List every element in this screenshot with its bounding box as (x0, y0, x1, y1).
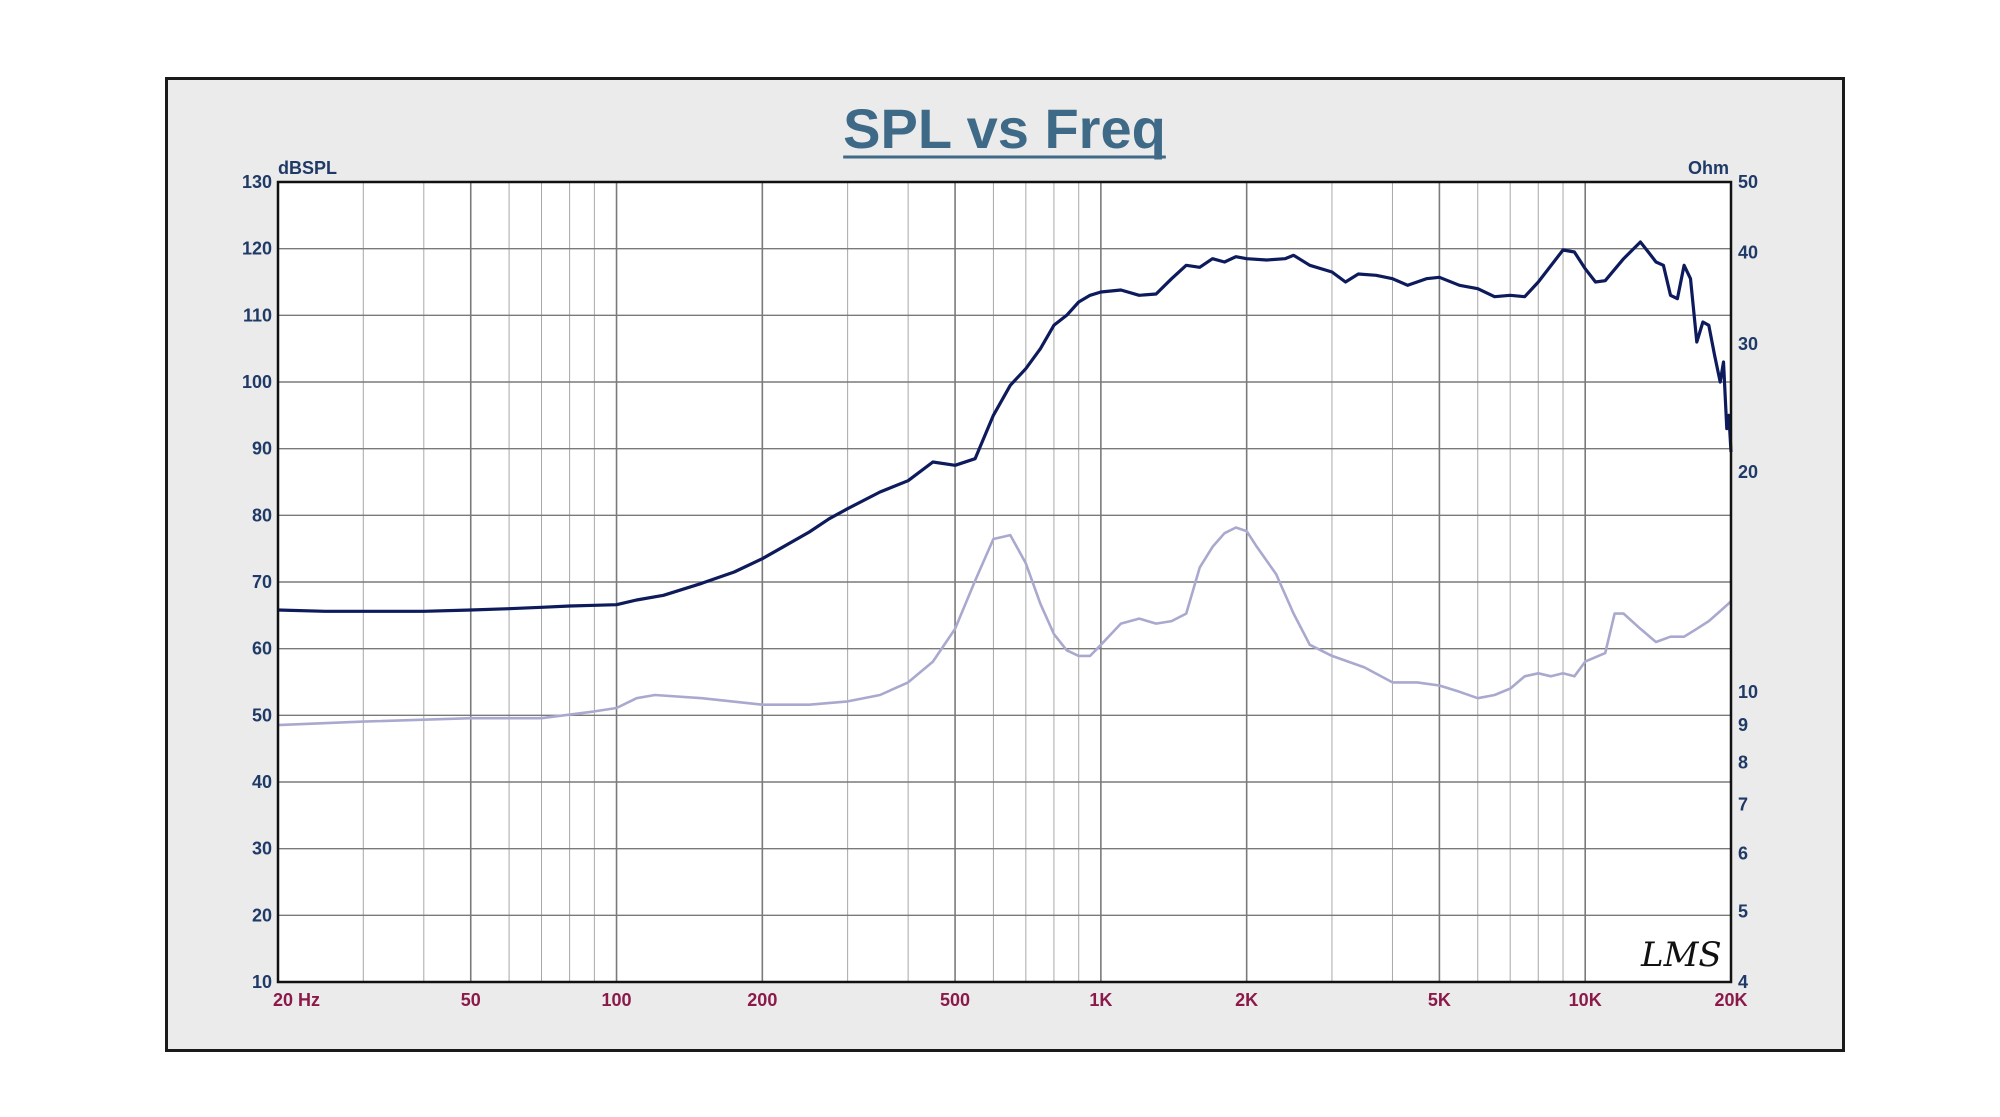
y-left-tick-label: 10 (252, 972, 272, 992)
x-tick-label: 10K (1569, 990, 1602, 1010)
spl-vs-freq-chart: 1020304050607080901001101201304567891020… (242, 97, 1758, 1010)
series-layer (277, 240, 1733, 727)
x-tick-label: 5K (1428, 990, 1451, 1010)
y-right-tick-label: 20 (1738, 462, 1758, 482)
impedance-series-line (277, 526, 1732, 727)
ticks-layer: 1020304050607080901001101201304567891020… (242, 172, 1758, 1010)
y-left-tick-label: 70 (252, 572, 272, 592)
x-tick-label: 500 (940, 990, 970, 1010)
y-left-tick-label: 30 (252, 839, 272, 859)
y-right-tick-label: 6 (1738, 844, 1748, 864)
y-left-tick-label: 100 (242, 372, 272, 392)
x-tick-label: 20K (1714, 990, 1747, 1010)
x-tick-label: 50 (461, 990, 481, 1010)
y-left-tick-label: 90 (252, 439, 272, 459)
x-tick-label: 20 Hz (273, 990, 320, 1010)
y-right-tick-label: 7 (1738, 795, 1748, 815)
chart-title: SPL vs Freq (843, 97, 1166, 160)
y-left-tick-label: 40 (252, 772, 272, 792)
left-axis-label: dBSPL (278, 158, 337, 178)
y-left-tick-label: 60 (252, 639, 272, 659)
y-left-tick-label: 130 (242, 172, 272, 192)
y-left-tick-label: 80 (252, 505, 272, 525)
x-tick-label: 100 (602, 990, 632, 1010)
y-right-tick-label: 10 (1738, 682, 1758, 702)
right-axis-label: Ohm (1688, 158, 1729, 178)
plot-border (276, 180, 1733, 984)
x-tick-label: 200 (747, 990, 777, 1010)
y-right-tick-label: 40 (1738, 243, 1758, 263)
grid (277, 181, 1732, 983)
lms-logo: LMS (1640, 935, 1722, 975)
y-left-tick-label: 110 (243, 305, 272, 325)
x-tick-label: 2K (1235, 990, 1258, 1010)
y-right-tick-label: 5 (1738, 901, 1748, 921)
y-left-tick-label: 50 (252, 705, 272, 725)
y-right-tick-label: 9 (1738, 715, 1748, 735)
y-right-tick-label: 8 (1738, 752, 1748, 772)
x-tick-label: 1K (1089, 990, 1112, 1010)
spl-series-line (277, 240, 1733, 613)
y-left-tick-label: 120 (242, 239, 272, 259)
y-right-tick-label: 50 (1738, 172, 1758, 192)
y-left-tick-label: 20 (252, 905, 272, 925)
y-right-tick-label: 30 (1738, 334, 1758, 354)
chart-frame: 10 20 30 40 50 60 70 80 90 100 110 120 130 4 5 6 7 8 9 10 20… (165, 77, 1845, 1052)
y-right-tick-label: 4 (1738, 972, 1748, 992)
